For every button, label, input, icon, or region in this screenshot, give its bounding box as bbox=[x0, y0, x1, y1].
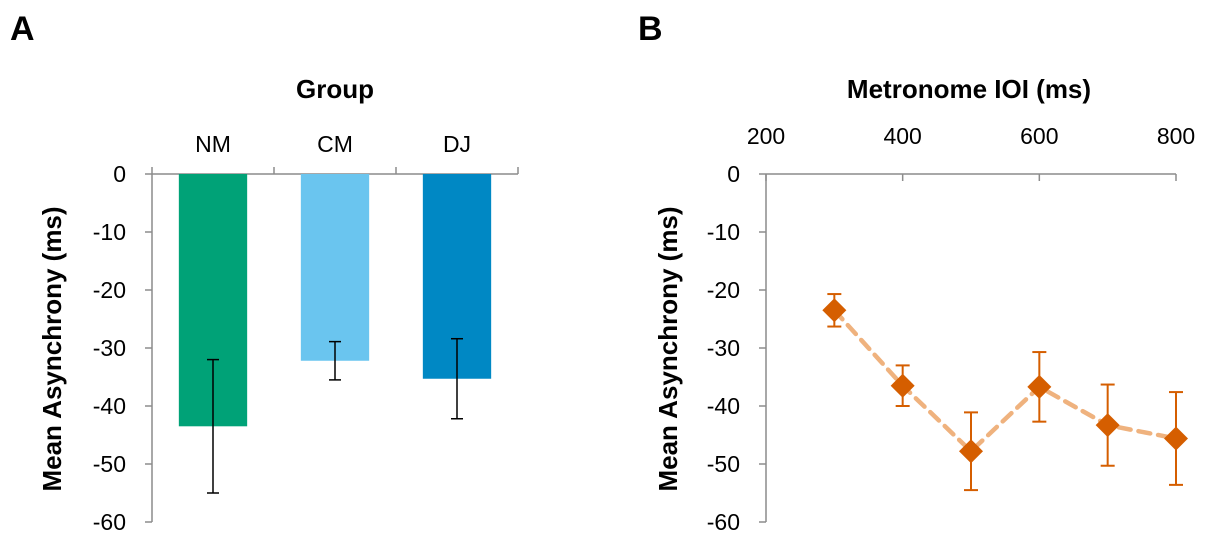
line-chart-y-title: Mean Asynchrony (ms) bbox=[653, 206, 683, 491]
bar-chart-y-tick-label: -40 bbox=[93, 393, 126, 419]
data-point-marker bbox=[890, 373, 915, 398]
bar-chart-x-title: Group bbox=[296, 74, 374, 104]
bar-cm bbox=[300, 174, 370, 361]
bar-chart-y-tick-label: -60 bbox=[93, 509, 126, 535]
data-point-marker bbox=[1164, 426, 1188, 451]
bar-chart-y-title: Mean Asynchrony (ms) bbox=[37, 206, 67, 491]
bar-chart-y-tick-label: -50 bbox=[93, 451, 126, 477]
panel-b-letter: B bbox=[638, 10, 663, 48]
line-chart-x-title: Metronome IOI (ms) bbox=[847, 74, 1091, 104]
bar-chart-y-tick-label: 0 bbox=[113, 161, 126, 187]
bar-chart-y-tick-label: -20 bbox=[93, 277, 126, 303]
data-point-marker bbox=[1027, 374, 1052, 399]
bar-chart-category-label: DJ bbox=[443, 131, 471, 157]
data-series-line bbox=[832, 308, 1179, 455]
bar-chart-y-tick-label: -10 bbox=[93, 219, 126, 245]
bar-chart-category-label: NM bbox=[195, 131, 231, 157]
bar-chart-category-label: CM bbox=[317, 131, 353, 157]
line-chart-y-tick-label: -10 bbox=[707, 219, 740, 245]
bar-chart-y-tick-label: -30 bbox=[93, 335, 126, 361]
data-point-marker bbox=[959, 439, 983, 464]
line-chart-y-tick-label: -20 bbox=[707, 277, 740, 303]
line-chart-y-tick-label: -60 bbox=[707, 509, 740, 535]
line-chart-x-tick-label: 600 bbox=[1020, 123, 1058, 149]
line-chart-y-tick-label: -50 bbox=[707, 451, 740, 477]
line-chart-x-tick-label: 400 bbox=[883, 123, 921, 149]
line-chart-x-tick-label: 800 bbox=[1157, 123, 1195, 149]
line-chart-y-tick-label: 0 bbox=[727, 161, 740, 187]
data-point-marker bbox=[1095, 413, 1120, 438]
bar-chart: Group Mean Asynchrony (ms) 0 -10 -20 -30 -40… bbox=[37, 74, 519, 535]
line-chart-y-tick-label: -30 bbox=[707, 335, 740, 361]
data-point-marker bbox=[822, 298, 847, 323]
line-chart: Metronome IOI (ms) Mean Asynchrony (ms) … bbox=[653, 74, 1195, 535]
panel-a-letter: A bbox=[10, 10, 35, 48]
line-chart-y-tick-label: -40 bbox=[707, 393, 740, 419]
line-chart-x-tick-label: 200 bbox=[747, 123, 785, 149]
